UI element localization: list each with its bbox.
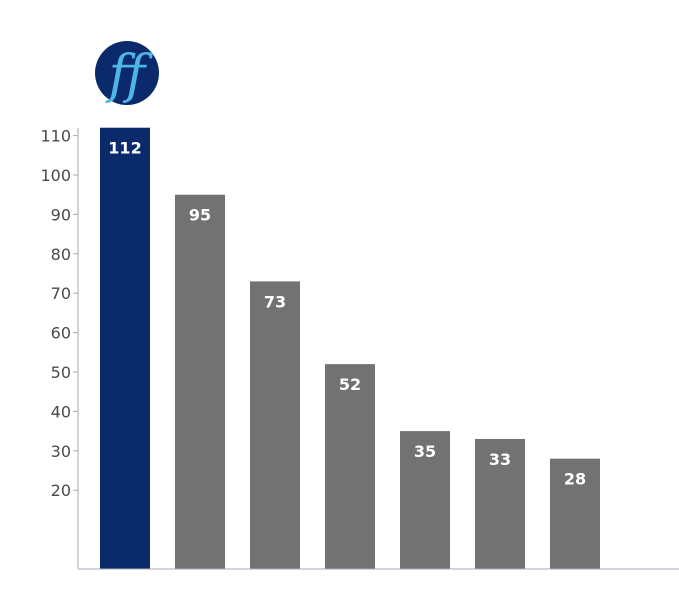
brand-logo: ff (95, 41, 159, 105)
y-tick-label: 110 (40, 127, 71, 146)
data-labels: 112 95 73 52 35 33 28 (108, 139, 586, 489)
bar-value-label: 73 (264, 292, 286, 311)
y-tick-label: 80 (51, 245, 71, 264)
bar-value-label: 35 (414, 442, 436, 461)
y-tick-label: 40 (51, 402, 71, 421)
bar (250, 281, 300, 569)
bar (100, 127, 150, 569)
bar-value-label: 52 (339, 375, 361, 394)
bar (175, 194, 225, 569)
y-tick-label: 50 (51, 363, 71, 382)
y-tick-label: 90 (51, 205, 71, 224)
bar-value-label: 33 (489, 450, 511, 469)
y-tick-label: 60 (51, 324, 71, 343)
logo-circle (95, 41, 159, 105)
bar (325, 364, 375, 569)
y-tick-label: 100 (40, 166, 71, 185)
bars (100, 127, 600, 569)
y-tick-label: 20 (51, 481, 71, 500)
bar (475, 438, 525, 569)
bar-value-label: 112 (108, 139, 141, 158)
bar (400, 431, 450, 569)
logo-letters: ff (105, 45, 154, 105)
y-tick-label: 30 (51, 442, 71, 461)
y-tick-label: 70 (51, 284, 71, 303)
bar (550, 458, 600, 569)
bar-value-label: 95 (189, 206, 211, 225)
bar-value-label: 28 (564, 470, 586, 489)
y-axis: 20 30 40 50 60 70 80 90 100 110 (40, 127, 79, 569)
